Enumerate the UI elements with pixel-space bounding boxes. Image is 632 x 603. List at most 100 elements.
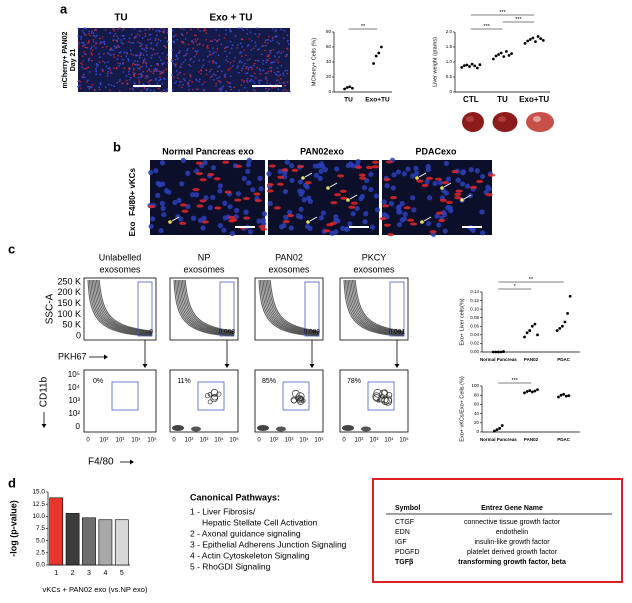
red-cell: [196, 38, 199, 40]
nucleus: [230, 47, 233, 50]
nucleus: [432, 180, 438, 187]
nucleus: [250, 78, 253, 81]
red-cell: [211, 62, 214, 64]
red-cell: [184, 54, 187, 56]
red-cell: [195, 172, 203, 176]
red-cell: [248, 58, 251, 61]
red-cell: [87, 41, 90, 43]
nucleus: [80, 35, 83, 38]
nucleus: [288, 225, 294, 231]
nucleus: [99, 83, 102, 86]
column-title: exosomes: [99, 264, 141, 274]
data-point: [555, 329, 559, 332]
data-point: [377, 51, 381, 55]
nucleus: [96, 65, 98, 68]
nucleus: [181, 33, 183, 36]
red-cell: [88, 33, 90, 35]
nucleus: [298, 191, 304, 197]
nucleus: [228, 85, 231, 88]
nucleus: [145, 53, 148, 56]
red-cell: [116, 40, 119, 43]
nucleus: [246, 81, 249, 83]
nucleus: [200, 225, 206, 231]
nucleus: [276, 52, 279, 54]
density-contour: [179, 279, 235, 335]
red-cell: [230, 88, 233, 91]
red-cell: [85, 67, 88, 70]
nucleus: [264, 72, 267, 75]
nucleus: [273, 55, 276, 58]
y-tick-label: 2.0: [446, 29, 453, 34]
red-cell: [138, 35, 141, 37]
flow-plot: [169, 369, 239, 433]
nucleus: [150, 64, 152, 67]
nucleus: [286, 53, 289, 56]
nucleus: [295, 213, 301, 219]
red-cell: [143, 60, 146, 62]
nucleus: [317, 175, 323, 181]
column-title: exosomes: [268, 264, 310, 274]
red-cell: [383, 223, 391, 227]
nucleus: [159, 181, 166, 187]
event-cluster: [386, 392, 393, 399]
nucleus: [129, 79, 131, 81]
y-tick-label: 200 K: [57, 287, 81, 297]
nucleus: [459, 181, 466, 187]
data-point: [533, 389, 537, 393]
gate: [304, 281, 320, 337]
red-cell: [271, 37, 274, 39]
nucleus: [189, 192, 196, 198]
nucleus: [274, 36, 277, 38]
scale-bar: [462, 226, 482, 228]
nucleus: [333, 214, 339, 220]
nucleus: [246, 59, 249, 62]
red-cell: [205, 73, 208, 76]
density-contour: [354, 279, 405, 332]
nucleus: [184, 38, 187, 40]
red-cell: [207, 172, 215, 177]
nucleus: [249, 31, 252, 34]
red-cell: [210, 68, 213, 71]
red-cell: [350, 201, 358, 205]
red-cell: [132, 71, 135, 73]
nucleus: [179, 50, 181, 52]
axis-label: F4/80: [88, 457, 114, 468]
nucleus: [234, 56, 237, 59]
x-tick-label: 10²: [100, 438, 109, 444]
nucleus: [174, 65, 177, 68]
nucleus: [250, 39, 253, 42]
nucleus: [280, 52, 283, 55]
red-cell: [110, 48, 112, 50]
nucleus: [287, 209, 293, 215]
pathway-item: Hepatic Stellate Cell Activation: [202, 517, 318, 527]
table-cell: CTGF: [395, 519, 414, 526]
data-point: [500, 424, 504, 427]
data-point: [533, 322, 537, 326]
red-cell: [229, 67, 232, 69]
red-cell: [144, 77, 147, 79]
red-cell: [112, 54, 115, 56]
image-background: [172, 28, 290, 92]
nucleus: [95, 73, 98, 76]
nucleus: [175, 54, 178, 57]
red-cell: [224, 190, 232, 194]
arrow: [349, 194, 358, 200]
red-cell: [267, 35, 270, 38]
red-cell: [470, 185, 478, 189]
nucleus: [479, 209, 485, 215]
table-header: Entrez Gene Name: [481, 505, 543, 512]
density-contour: [351, 279, 405, 333]
red-cell: [128, 41, 130, 43]
nucleus: [161, 52, 164, 55]
stain-label: mCherry+ PAN02: [62, 31, 69, 88]
nucleus: [318, 168, 324, 175]
event-cluster: [383, 395, 393, 404]
nucleus: [236, 65, 239, 67]
event-cluster: [376, 398, 381, 403]
nucleus: [90, 32, 93, 34]
nucleus: [250, 187, 256, 193]
nucleus: [158, 56, 161, 59]
red-cell: [153, 70, 156, 73]
red-cell: [410, 222, 418, 226]
red-cell: [281, 168, 289, 172]
